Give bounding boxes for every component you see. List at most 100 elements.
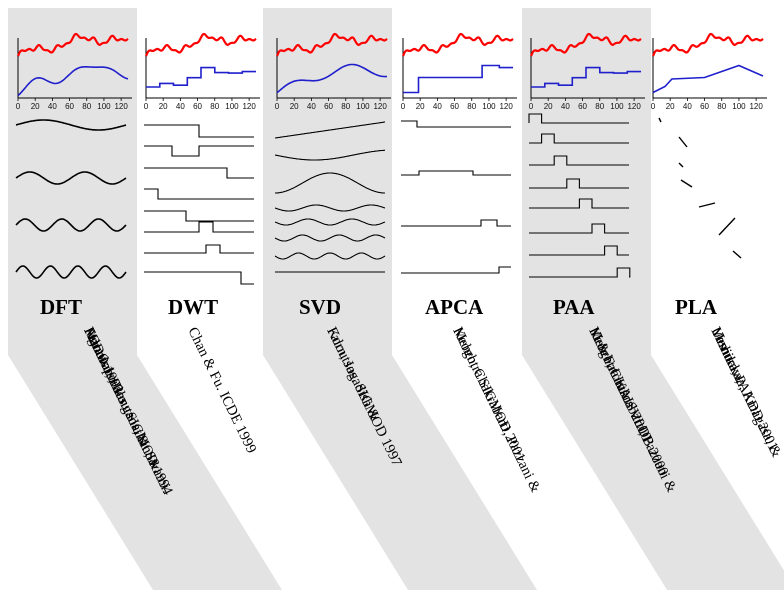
dwt-basis-5 xyxy=(144,210,254,222)
svd-basis-functions xyxy=(274,121,386,273)
x-tick-label: 20 xyxy=(290,102,299,111)
pla-basis-functions xyxy=(658,117,742,259)
citation-pla: Morinaka,Yoshikawa, Amagasa, &Uemura, PA… xyxy=(707,325,784,461)
citation-dwt: Chan & Fu. ICDE 1999 xyxy=(184,325,259,456)
x-tick-label: 40 xyxy=(176,102,185,111)
x-tick-label: 100 xyxy=(356,102,370,111)
x-tick-label: 20 xyxy=(666,102,675,111)
method-name-svd: SVD xyxy=(299,295,341,319)
paa-plot: 0 20 40 60 80 100 120 xyxy=(529,32,645,111)
dwt-approximation xyxy=(146,66,256,88)
x-tick-label: 0 xyxy=(275,102,280,111)
x-tick-label: 120 xyxy=(749,102,763,111)
x-tick-label: 100 xyxy=(732,102,746,111)
dwt-basis-functions xyxy=(144,124,254,285)
apca-basis-functions xyxy=(401,120,511,274)
svd-basis-4 xyxy=(274,204,386,212)
dft-basis-4 xyxy=(15,265,127,279)
paa-basis-4 xyxy=(529,178,629,189)
pla-basis-3 xyxy=(678,162,684,168)
x-tick-label: 80 xyxy=(82,102,91,111)
paa-basis-5 xyxy=(529,198,629,209)
x-tick-label: 40 xyxy=(48,102,57,111)
x-tick-label: 80 xyxy=(717,102,726,111)
pla-basis-7 xyxy=(732,250,742,259)
pla-basis-2 xyxy=(678,136,688,148)
x-tick-label: 80 xyxy=(341,102,350,111)
pla-basis-4 xyxy=(680,179,693,188)
x-tick-label: 60 xyxy=(65,102,74,111)
x-tick-label: 40 xyxy=(683,102,692,111)
apca-basis-2 xyxy=(401,170,511,176)
apca-approximation xyxy=(403,64,513,94)
pla-approximation xyxy=(652,64,764,94)
paa-basis-functions xyxy=(528,113,631,278)
x-tick-label: 100 xyxy=(482,102,496,111)
x-tick-label: 0 xyxy=(401,102,406,111)
x-tick-label: 40 xyxy=(307,102,316,111)
dft-plot: 0 20 40 60 80 100 120 xyxy=(16,32,132,111)
svd-basis-2 xyxy=(274,149,386,161)
paa-basis-6 xyxy=(529,223,629,234)
dwt-basis-1 xyxy=(144,124,254,138)
x-tick-label: 60 xyxy=(324,102,333,111)
citation-line: Uemura, PAKDD 2001 xyxy=(707,325,781,454)
citation-line: Mehrotra SIGMOD 2001 xyxy=(449,325,528,465)
method-name-dwt: DWT xyxy=(168,295,218,319)
x-tick-label: 120 xyxy=(373,102,387,111)
dft-approximation xyxy=(17,66,129,97)
x-tick-label: 120 xyxy=(627,102,641,111)
method-name-apca: APCA xyxy=(425,295,484,319)
pla-basis-1 xyxy=(658,117,662,123)
pla-basis-5 xyxy=(698,202,716,208)
method-name-pla: PLA xyxy=(675,295,718,319)
svd-basis-1 xyxy=(274,121,386,139)
apca-basis-4 xyxy=(401,266,511,274)
svd-basis-6 xyxy=(274,234,386,242)
method-name-dft: DFT xyxy=(40,295,82,319)
pla-raw-series xyxy=(651,32,764,57)
svd-plot: 0 20 40 60 80 100 120 xyxy=(275,32,391,111)
x-tick-label: 40 xyxy=(433,102,442,111)
x-tick-label: 20 xyxy=(31,102,40,111)
x-tick-label: 80 xyxy=(210,102,219,111)
x-tick-label: 120 xyxy=(242,102,256,111)
svd-raw-series xyxy=(275,32,388,57)
pla-basis-6 xyxy=(718,217,736,236)
dft-basis-functions xyxy=(15,119,127,279)
dwt-basis-2 xyxy=(144,145,254,157)
x-tick-label: 120 xyxy=(114,102,128,111)
citation-line: Chan & Fu. ICDE 1999 xyxy=(184,325,259,456)
x-tick-label: 20 xyxy=(544,102,553,111)
paa-basis-3 xyxy=(529,155,629,166)
x-tick-label: 100 xyxy=(225,102,239,111)
paa-basis-8 xyxy=(529,267,631,278)
paa-basis-2 xyxy=(529,133,629,144)
svd-basis-7 xyxy=(274,252,386,260)
svd-basis-5 xyxy=(274,218,386,226)
apca-plot: 0 20 40 60 80 100 120 xyxy=(401,32,517,111)
column-band-svd xyxy=(263,8,537,590)
x-tick-label: 80 xyxy=(467,102,476,111)
dwt-basis-3 xyxy=(144,167,254,179)
dft-basis-3 xyxy=(15,218,127,232)
apca-basis-3 xyxy=(401,219,511,227)
dwt-basis-7 xyxy=(144,244,254,254)
svd-approximation xyxy=(276,63,388,94)
apca-basis-1 xyxy=(401,120,511,128)
paa-raw-series xyxy=(529,32,642,57)
dwt-basis-8 xyxy=(144,271,254,285)
x-tick-label: 100 xyxy=(610,102,624,111)
method-name-paa: PAA xyxy=(553,295,595,319)
x-tick-label: 80 xyxy=(595,102,604,111)
x-tick-label: 20 xyxy=(416,102,425,111)
x-tick-label: 100 xyxy=(97,102,111,111)
paa-basis-1 xyxy=(528,113,629,124)
dwt-plot: 0 20 40 60 80 100 120 xyxy=(144,32,260,111)
dwt-basis-6 xyxy=(144,221,254,233)
column-band-paa xyxy=(522,8,784,590)
column-dwt: 0 20 40 60 80 100 120 DWT Chan & Fu. ICDE 1999 xyxy=(144,32,260,456)
column-band-dft xyxy=(8,8,282,590)
paa-approximation xyxy=(531,66,641,88)
